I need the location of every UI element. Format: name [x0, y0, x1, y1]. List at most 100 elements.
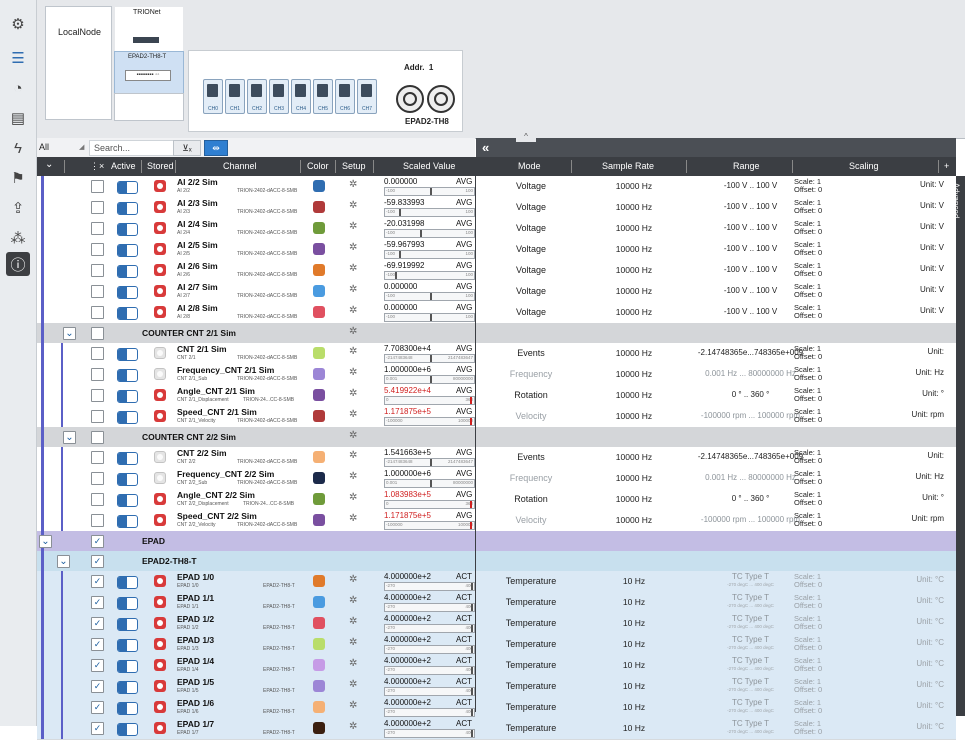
scaling-value[interactable]: Scale: 1 Offset: 0 [794, 470, 822, 486]
color-swatch[interactable] [313, 680, 325, 692]
search-input[interactable]: Search... [89, 140, 175, 156]
channel-row[interactable]: ✓ EPAD 1/5 EPAD 1/5 EPAD2-TH8-T ✲ 4.000000e+2… [37, 676, 956, 698]
mode-value[interactable]: Velocity [515, 515, 547, 525]
sample-rate-value[interactable]: 10000 Hz [615, 411, 653, 421]
stored-toggle-icon[interactable] [154, 201, 166, 213]
setup-gear-icon[interactable]: ✲ [349, 326, 358, 337]
sample-rate-value[interactable]: 10000 Hz [615, 369, 653, 379]
channel-name[interactable]: Speed_CNT 2/2 Sim [177, 511, 257, 521]
stored-toggle-icon[interactable] [154, 222, 166, 234]
scaling-value[interactable]: Scale: 1 Offset: 0 [794, 366, 822, 382]
color-swatch[interactable] [313, 285, 325, 297]
sample-rate-value[interactable]: 10000 Hz [615, 223, 653, 233]
channel-name[interactable]: EPAD 1/5 [177, 677, 215, 687]
channel-row[interactable]: ✓ EPAD 1/0 EPAD 1/0 EPAD2-TH8-T ✲ 4.000000e+2… [37, 571, 956, 593]
channel-name[interactable]: EPAD 1/0 [177, 572, 215, 582]
range-value[interactable]: -100 V .. 100 V [723, 286, 778, 295]
sample-rate-value[interactable]: 10000 Hz [615, 515, 653, 525]
range-value[interactable]: 0 ° .. 360 ° [731, 390, 770, 399]
setup-gear-icon[interactable]: ✲ [349, 179, 358, 190]
channel-name[interactable]: EPAD 1/2 [177, 614, 215, 624]
channel-connector-5[interactable]: CH5 [313, 79, 333, 114]
range-value[interactable]: -100 V .. 100 V [723, 223, 778, 232]
stored-toggle-icon[interactable] [154, 347, 166, 359]
header-setup[interactable]: Setup [342, 161, 366, 171]
select-checkbox[interactable]: ✓ [91, 617, 104, 630]
group-checkbox[interactable] [91, 431, 104, 444]
channel-row[interactable]: Angle_CNT 2/2 Sim CNT 2/2_Displacement TRI… [37, 489, 956, 511]
setup-gear-icon[interactable]: ✲ [349, 700, 358, 711]
filter-dropdown-icon[interactable]: ◢ [79, 144, 85, 151]
settings-gear-icon[interactable]: ⚙ [11, 16, 25, 33]
sample-rate-value[interactable]: 10000 Hz [615, 473, 653, 483]
channel-name[interactable]: Frequency_CNT 2/1 Sim [177, 365, 275, 375]
mode-value[interactable]: Voltage [515, 223, 547, 233]
info-icon[interactable]: ⓘ [6, 252, 30, 276]
channel-name[interactable]: EPAD 1/4 [177, 656, 215, 666]
setup-gear-icon[interactable]: ✲ [349, 263, 358, 274]
color-swatch[interactable] [313, 596, 325, 608]
sample-rate-value[interactable]: 10000 Hz [615, 452, 653, 462]
channel-row[interactable]: ✓ EPAD 1/3 EPAD 1/3 EPAD2-TH8-T ✲ 4.000000e+2… [37, 634, 956, 656]
setup-gear-icon[interactable]: ✲ [349, 430, 358, 441]
mode-value[interactable]: Frequency [509, 369, 553, 379]
channel-name[interactable]: EPAD 1/7 [177, 719, 215, 729]
active-toggle[interactable] [117, 618, 138, 631]
advanced-side-tab[interactable]: Advanced [951, 176, 965, 716]
color-swatch[interactable] [313, 493, 325, 505]
expand-chevron-icon[interactable]: ⌄ [63, 327, 76, 340]
setup-gear-icon[interactable]: ✲ [349, 200, 358, 211]
range-value[interactable]: -100 V .. 100 V [723, 307, 778, 316]
channel-name[interactable]: Frequency_CNT 2/2 Sim [177, 469, 275, 479]
trionet-node[interactable]: TRIONet [114, 6, 184, 53]
mode-value[interactable]: Temperature [505, 576, 557, 586]
color-swatch[interactable] [313, 472, 325, 484]
color-swatch[interactable] [313, 264, 325, 276]
mode-value[interactable]: Events [517, 452, 545, 462]
setup-gear-icon[interactable]: ✲ [349, 471, 358, 482]
channel-row[interactable]: CNT 2/2 Sim CNT 2/2 TRION-2402-dACC-8-SMB ✲… [37, 447, 956, 469]
setup-gear-icon[interactable]: ✲ [349, 284, 358, 295]
range-value[interactable]: TC Type T -270 degC ... 400 degC [678, 593, 823, 608]
mode-value[interactable]: Temperature [505, 723, 557, 733]
channel-list-icon[interactable]: ☰ [11, 50, 25, 67]
color-swatch[interactable] [313, 368, 325, 380]
sample-rate-value[interactable]: 10000 Hz [615, 181, 653, 191]
mode-value[interactable]: Voltage [515, 202, 547, 212]
channel-row[interactable]: AI 2/4 Sim AI 2/4 TRION-2402-dACC-8-SMB ✲ -2… [37, 218, 956, 240]
scaling-value[interactable]: Scale: 1 Offset: 0 [794, 262, 822, 278]
range-value[interactable]: 0.001 Hz ... 80000000 Hz [705, 473, 796, 482]
color-swatch[interactable] [313, 180, 325, 192]
scaling-value[interactable]: Scale: 1 Offset: 0 [794, 220, 822, 236]
epad-device-panel[interactable]: CH0 CH1 CH2 CH3 CH4 CH5 CH6 CH7 Addr. 1 EPAD2-T… [188, 50, 463, 132]
select-checkbox[interactable]: ✓ [91, 638, 104, 651]
channel-name[interactable]: Speed_CNT 2/1 Sim [177, 407, 257, 417]
range-value[interactable]: -100000 rpm ... 100000 rpm [700, 411, 801, 420]
network-icon[interactable]: ⁂ [10, 230, 26, 247]
active-toggle[interactable] [117, 702, 138, 715]
select-checkbox[interactable] [91, 410, 104, 423]
select-checkbox[interactable] [91, 389, 104, 402]
color-swatch[interactable] [313, 722, 325, 734]
group-checkbox[interactable] [91, 327, 104, 340]
active-toggle[interactable] [117, 576, 138, 589]
scaling-value[interactable]: Scale: 1 Offset: 0 [794, 241, 822, 257]
sample-rate-value[interactable]: 10000 Hz [615, 307, 653, 317]
mode-value[interactable]: Temperature [505, 639, 557, 649]
stored-toggle-icon[interactable] [154, 575, 166, 587]
scaling-value[interactable]: Scale: 1 Offset: 0 [794, 387, 822, 403]
header-channel[interactable]: Channel [223, 161, 257, 171]
setup-gear-icon[interactable]: ✲ [349, 616, 358, 627]
sample-rate-value[interactable]: 10 Hz [622, 681, 646, 691]
group-row[interactable]: ⌄ COUNTER CNT 2/1 Sim ✲ [37, 323, 956, 344]
stored-toggle-icon[interactable] [154, 368, 166, 380]
setup-gear-icon[interactable]: ✲ [349, 346, 358, 357]
range-value[interactable]: -2.14748365e...748365e+009 [697, 452, 804, 461]
color-swatch[interactable] [313, 514, 325, 526]
mode-value[interactable]: Voltage [515, 181, 547, 191]
sample-rate-value[interactable]: 10000 Hz [615, 202, 653, 212]
header-sample-rate[interactable]: Sample Rate [602, 161, 655, 171]
active-toggle[interactable] [117, 473, 138, 486]
chevron-up-icon[interactable]: ^ [516, 132, 536, 142]
color-swatch[interactable] [313, 222, 325, 234]
